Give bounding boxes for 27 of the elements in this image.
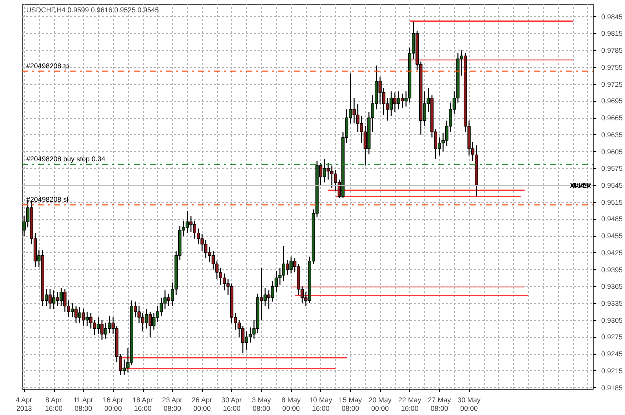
candlestick — [152, 312, 156, 330]
candlestick — [282, 246, 286, 282]
candlestick — [96, 317, 100, 335]
candlestick — [286, 260, 290, 276]
candlestick — [290, 256, 293, 274]
candlestick — [167, 293, 171, 307]
candlestick — [148, 311, 152, 338]
candlestick — [82, 308, 86, 326]
candlestick — [78, 306, 82, 324]
candlestick — [186, 210, 190, 234]
candlestick — [70, 303, 74, 318]
candlestick — [56, 292, 60, 307]
candlestick — [145, 308, 148, 330]
candlestick — [86, 311, 89, 326]
candlestick — [245, 331, 248, 351]
candlestick — [394, 92, 397, 113]
candlestick — [400, 93, 404, 109]
candlestick — [74, 306, 78, 324]
candlestick — [390, 91, 394, 117]
candlestick — [330, 165, 334, 189]
candlestick — [100, 320, 104, 341]
candlestick — [397, 91, 400, 110]
candlestick — [48, 288, 52, 310]
candlestick — [52, 290, 56, 310]
candlestick — [89, 312, 93, 330]
candlestick — [60, 288, 64, 307]
candlestick — [323, 158, 326, 184]
